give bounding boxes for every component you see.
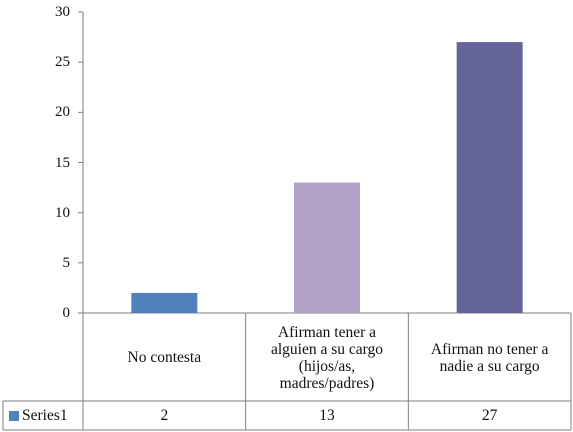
data-table-value: 2 <box>160 407 169 424</box>
x-category-label: Afirman tener a alguien a su cargo (hijos/… <box>270 323 384 392</box>
y-tick-label: 20 <box>55 104 70 121</box>
y-tick-label: 10 <box>55 204 70 221</box>
data-table-value: 27 <box>481 407 498 424</box>
bar <box>131 292 198 313</box>
legend-label: Series1 <box>22 407 68 424</box>
legend-swatch <box>9 411 19 421</box>
bar <box>294 182 360 313</box>
y-tick-label: 25 <box>55 54 70 71</box>
bar <box>456 42 523 313</box>
x-category-label: No contesta <box>127 349 202 366</box>
y-tick-label: 30 <box>55 4 70 20</box>
y-tick-label: 15 <box>55 154 70 171</box>
x-category-label: Afirman no tener a nadie a su cargo <box>430 340 549 375</box>
y-tick-label: 5 <box>62 254 71 271</box>
data-table-value: 13 <box>319 407 335 424</box>
legend-entry-series1: Series1 <box>9 401 68 431</box>
y-tick-label: 0 <box>62 305 71 321</box>
